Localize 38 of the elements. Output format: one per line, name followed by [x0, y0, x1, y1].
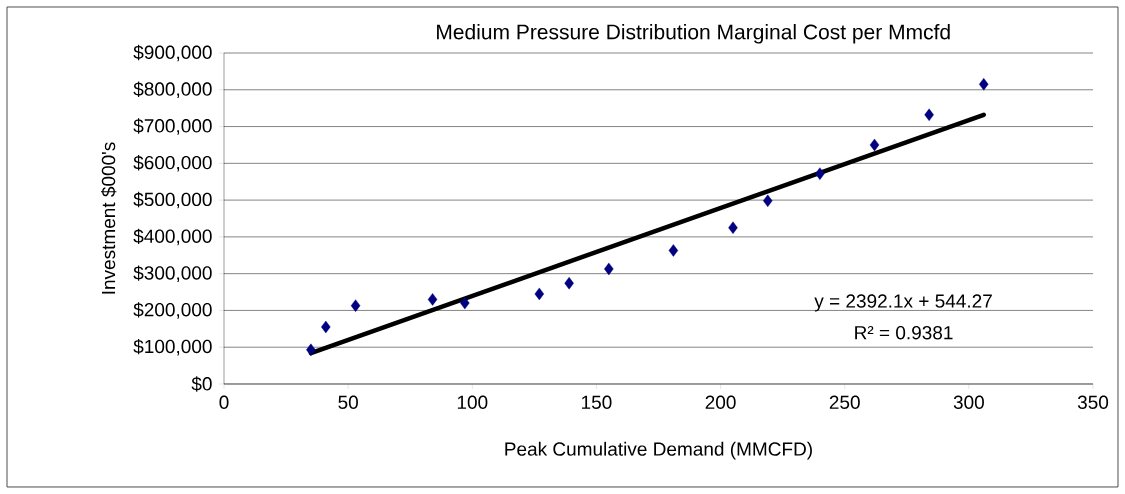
point: [604, 262, 614, 276]
y-tick-label: $400,000: [133, 228, 212, 246]
point: [350, 299, 361, 312]
y-tick-label: $600,000: [133, 155, 212, 172]
point: [924, 108, 934, 121]
y-tick-label: $500,000: [133, 191, 212, 209]
point: [979, 78, 989, 91]
point: [668, 244, 679, 257]
x-tick-label: 250: [829, 395, 860, 409]
point: [321, 320, 331, 334]
x-tick-label: 150: [582, 395, 612, 409]
y-tick-label: $700,000: [133, 118, 212, 135]
y-axis-title: Investment $000's: [100, 142, 117, 294]
y-tick-label: $300,000: [133, 265, 212, 282]
point: [815, 167, 825, 180]
y-tick-label: $100,000: [133, 338, 212, 356]
x-tick-label: 350: [1077, 395, 1109, 409]
point: [869, 138, 880, 152]
y-tick-label: $200,000: [133, 302, 212, 319]
point: [306, 343, 316, 356]
point: [728, 221, 738, 234]
point: [564, 277, 574, 290]
chart-title: Medium Pressure Distribution Marginal Cost per Mmcfd: [437, 23, 950, 44]
y-tick-label: $0: [191, 376, 212, 392]
x-tick-label: 0: [219, 395, 229, 409]
point: [534, 287, 545, 301]
point: [427, 293, 438, 306]
y-tick-label: $900,000: [133, 44, 212, 62]
annotation: R² = 0.9381: [855, 325, 953, 340]
x-axis-title: Peak Cumulative Demand (MMCFD): [505, 441, 812, 460]
annotation: y = 2392.1x + 544.27: [814, 294, 992, 312]
point: [763, 194, 773, 208]
point: [460, 296, 470, 310]
x-tick-label: 300: [953, 395, 984, 409]
y-tick-label: $800,000: [133, 81, 212, 99]
x-tick-label: 50: [338, 395, 358, 409]
x-tick-label: 200: [705, 395, 736, 409]
x-tick-label: 100: [457, 395, 488, 409]
